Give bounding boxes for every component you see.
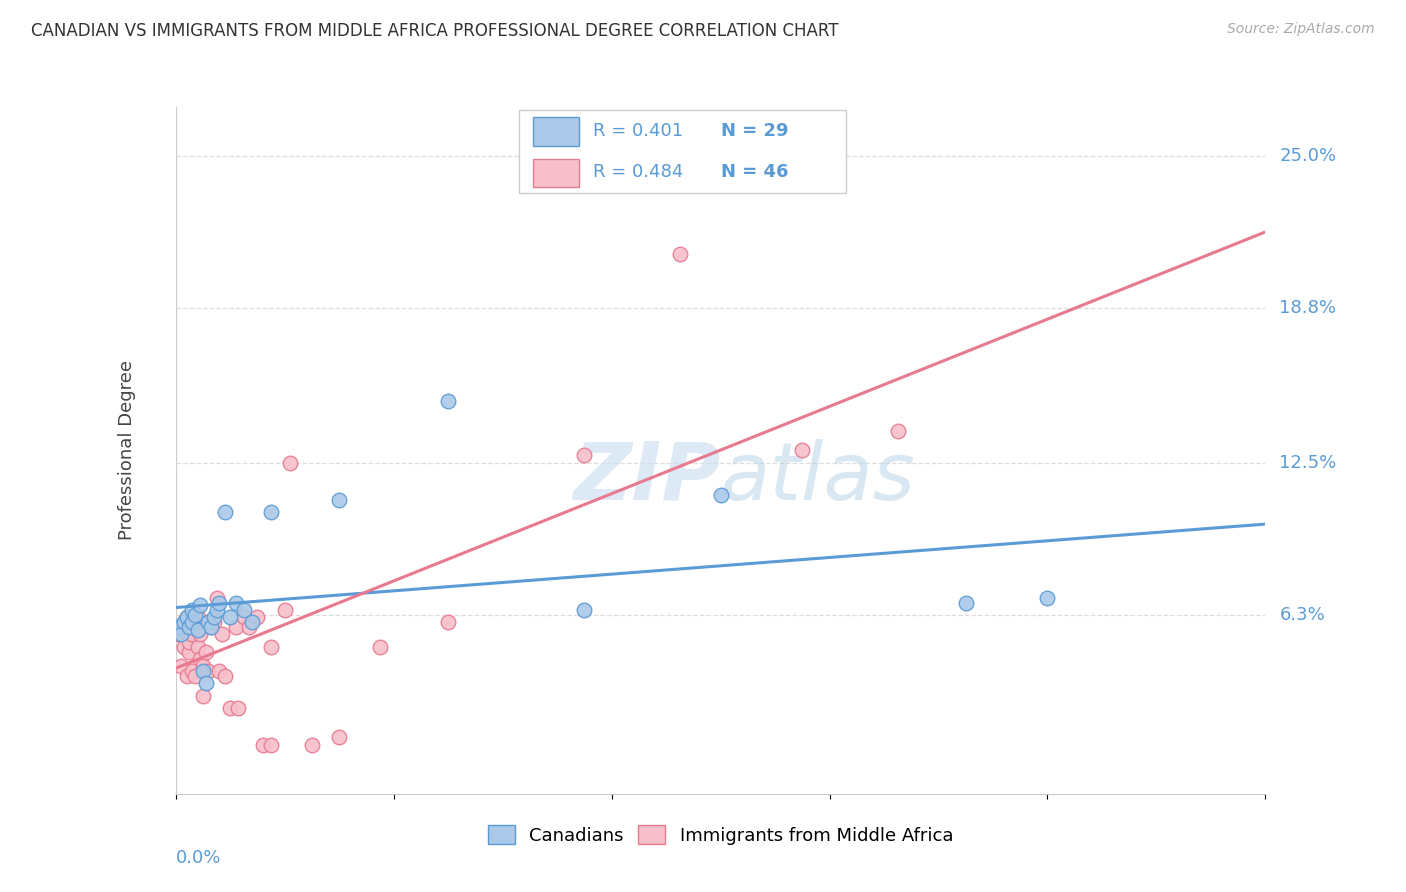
Point xyxy=(191,659,214,673)
Point xyxy=(191,664,214,679)
Point xyxy=(886,424,908,438)
Point xyxy=(260,738,283,752)
Text: Source: ZipAtlas.com: Source: ZipAtlas.com xyxy=(1227,22,1375,37)
Point xyxy=(219,610,242,624)
Point xyxy=(194,644,217,658)
Point xyxy=(232,610,254,624)
Point xyxy=(205,591,228,605)
Point xyxy=(1036,591,1059,605)
Text: 0.0%: 0.0% xyxy=(176,849,221,867)
Point xyxy=(179,635,201,649)
Point xyxy=(437,615,460,630)
Text: N = 29: N = 29 xyxy=(721,122,789,140)
Point xyxy=(181,627,204,641)
Point xyxy=(194,676,217,690)
Text: atlas: atlas xyxy=(721,439,915,517)
Point xyxy=(574,603,596,617)
Point xyxy=(211,627,233,641)
Text: 6.3%: 6.3% xyxy=(1279,606,1324,624)
Point xyxy=(955,596,977,610)
Text: 12.5%: 12.5% xyxy=(1279,454,1337,472)
FancyBboxPatch shape xyxy=(533,159,579,187)
Point xyxy=(200,620,222,634)
Point xyxy=(179,644,201,658)
Text: R = 0.401: R = 0.401 xyxy=(593,122,683,140)
Point xyxy=(184,607,207,622)
Point xyxy=(176,610,198,624)
FancyBboxPatch shape xyxy=(519,111,846,193)
Point xyxy=(197,664,219,679)
Point xyxy=(260,640,283,654)
Point xyxy=(328,731,350,745)
Point xyxy=(240,615,263,630)
Text: ZIP: ZIP xyxy=(574,439,721,517)
Point xyxy=(184,669,207,683)
Point xyxy=(238,620,260,634)
Point xyxy=(191,689,214,703)
Point xyxy=(792,443,814,458)
Point xyxy=(186,623,209,637)
Point xyxy=(278,456,301,470)
Text: Professional Degree: Professional Degree xyxy=(118,360,136,541)
Point xyxy=(252,738,274,752)
Point xyxy=(200,620,222,634)
Point xyxy=(214,505,236,519)
Point xyxy=(181,664,204,679)
Point xyxy=(232,603,254,617)
Point xyxy=(437,394,460,409)
Text: N = 46: N = 46 xyxy=(721,163,789,181)
Point xyxy=(246,610,269,624)
Point xyxy=(167,627,190,641)
Point xyxy=(225,620,247,634)
Point xyxy=(214,669,236,683)
Point xyxy=(574,449,596,463)
Point xyxy=(202,610,225,624)
Point xyxy=(260,505,283,519)
Point xyxy=(176,610,198,624)
Point xyxy=(188,627,211,641)
Point xyxy=(225,596,247,610)
Point xyxy=(205,603,228,617)
Point xyxy=(219,701,242,715)
Point xyxy=(170,659,193,673)
Text: 18.8%: 18.8% xyxy=(1279,299,1336,318)
Point xyxy=(368,640,391,654)
Point xyxy=(668,247,690,261)
Point xyxy=(179,620,201,634)
Point xyxy=(181,615,204,630)
Point xyxy=(188,652,211,666)
Point xyxy=(208,596,231,610)
FancyBboxPatch shape xyxy=(533,118,579,146)
Point xyxy=(710,487,733,501)
Point xyxy=(167,620,190,634)
Point xyxy=(274,603,297,617)
Point xyxy=(186,640,209,654)
Point xyxy=(301,738,323,752)
Point xyxy=(170,627,193,641)
Point xyxy=(228,701,250,715)
Point xyxy=(181,603,204,617)
Point xyxy=(173,615,195,630)
Text: 25.0%: 25.0% xyxy=(1279,147,1337,165)
Point xyxy=(188,598,211,612)
Point xyxy=(173,615,195,630)
Point xyxy=(202,615,225,630)
Point xyxy=(173,640,195,654)
Point xyxy=(208,664,231,679)
Point xyxy=(186,610,209,624)
Text: R = 0.484: R = 0.484 xyxy=(593,163,683,181)
Point xyxy=(184,615,207,630)
Point xyxy=(170,620,193,634)
Legend: Canadians, Immigrants from Middle Africa: Canadians, Immigrants from Middle Africa xyxy=(479,816,962,854)
Point xyxy=(197,615,219,630)
Point xyxy=(328,492,350,507)
Text: CANADIAN VS IMMIGRANTS FROM MIDDLE AFRICA PROFESSIONAL DEGREE CORRELATION CHART: CANADIAN VS IMMIGRANTS FROM MIDDLE AFRIC… xyxy=(31,22,838,40)
Point xyxy=(176,669,198,683)
